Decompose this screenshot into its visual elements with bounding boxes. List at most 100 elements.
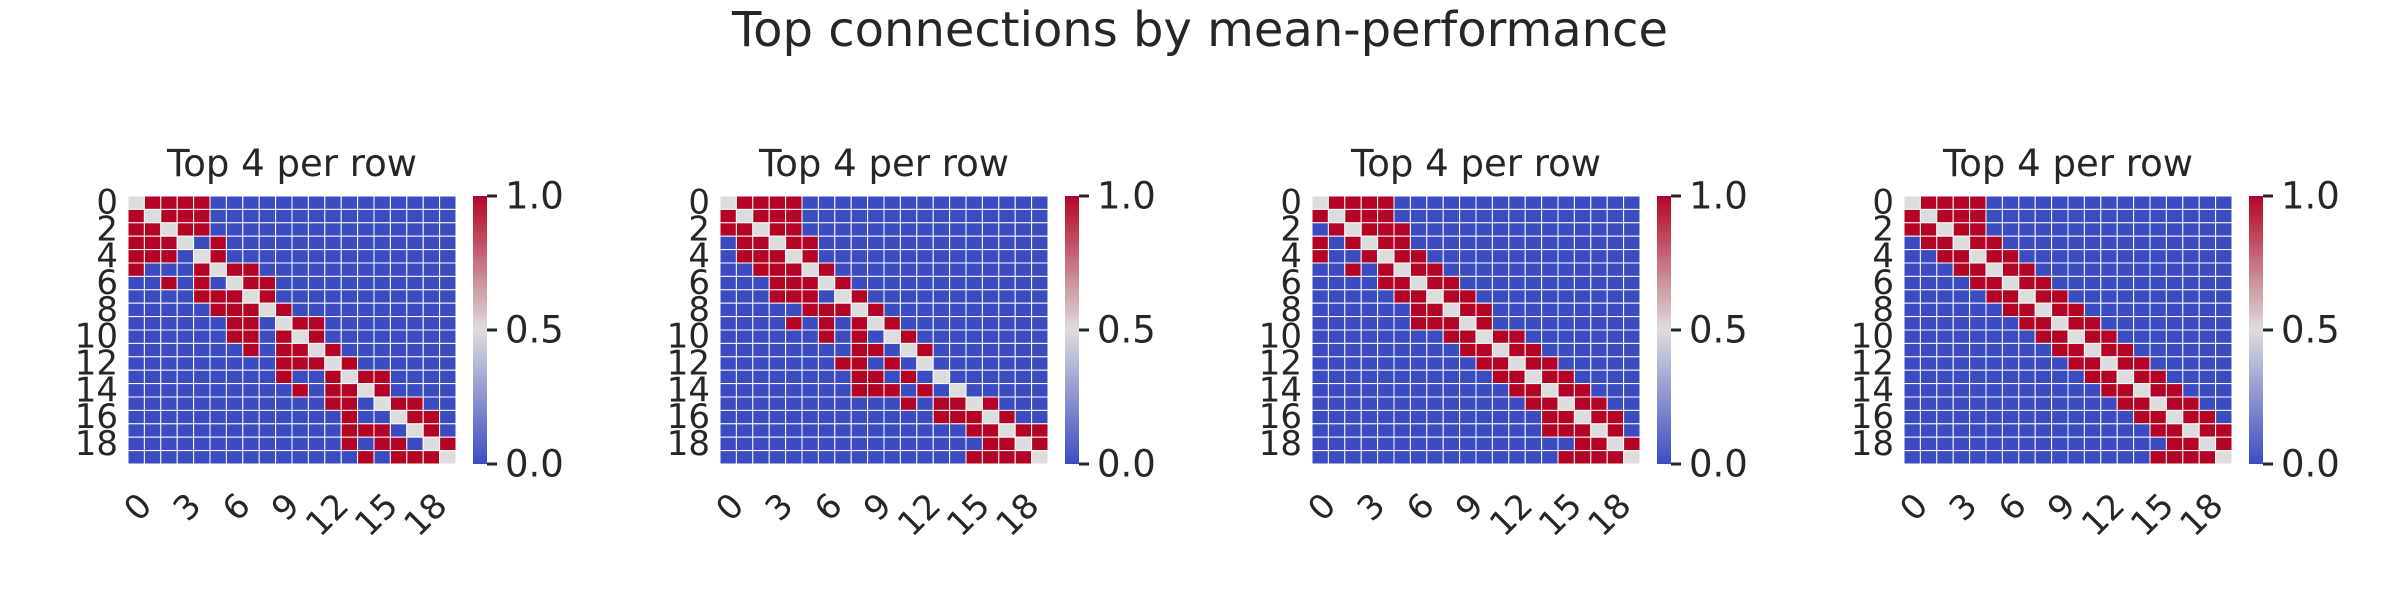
heatmap-cell (1311, 195, 1329, 210)
heatmap-cell (998, 436, 1016, 452)
heatmap-cell (193, 369, 211, 385)
heatmap-cell (2149, 423, 2167, 438)
heatmap-cell (275, 383, 293, 398)
heatmap-cell (160, 329, 178, 344)
heatmap-cells (127, 195, 457, 465)
heatmap-cell (981, 222, 1000, 237)
heatmap-cell (1031, 396, 1049, 411)
heatmap-cell (1919, 262, 1938, 277)
heatmap-cell (916, 222, 934, 237)
heatmap-cell (160, 302, 178, 318)
heatmap-cell (242, 289, 260, 304)
heatmap-cell (176, 450, 195, 465)
heatmap-cell (867, 249, 885, 264)
heatmap-cell (1014, 383, 1033, 398)
x-tick-label: 0 (709, 486, 753, 530)
heatmap-cell (801, 369, 819, 385)
heatmap-cell (258, 195, 277, 210)
heatmap-cell (2018, 436, 2036, 452)
heatmap-cell (340, 275, 359, 291)
heatmap-cell (193, 289, 211, 304)
heatmap-cell (2165, 316, 2184, 331)
y-tick-label: 0 (1280, 183, 1302, 223)
heatmap-cell (1344, 289, 1362, 304)
heatmap-cell (785, 235, 803, 251)
heatmap-cell (1936, 208, 1954, 224)
x-tick-label: 9 (264, 486, 308, 530)
heatmap-cell (1475, 222, 1493, 237)
heatmap-cell (899, 436, 918, 452)
heatmap-cell (2149, 356, 2167, 371)
heatmap-cell (2051, 396, 2069, 411)
heatmap-cell (307, 302, 326, 318)
heatmap-cell (439, 289, 457, 304)
heatmap-cell (834, 423, 852, 438)
heatmap-cell (2116, 423, 2135, 438)
heatmap-cell (768, 302, 787, 318)
heatmap-cell (1541, 222, 1559, 237)
heatmap-cell (2001, 208, 2020, 224)
heatmap-cell (719, 316, 737, 331)
heatmap-cell (867, 450, 885, 465)
heatmap-cell (2100, 316, 2118, 331)
heatmap-cell (2083, 396, 2102, 411)
heatmap-cell (719, 249, 737, 264)
heatmap-cell (817, 262, 836, 277)
heatmap-cell (2165, 329, 2184, 344)
heatmap-cell (2215, 342, 2233, 358)
heatmap-cell (2018, 396, 2036, 411)
heatmap-cell (850, 436, 869, 452)
heatmap-cell (1409, 195, 1428, 210)
heatmap-cell (1919, 423, 1938, 438)
heatmap-cell (1557, 289, 1575, 304)
heatmap-cell (357, 369, 375, 385)
heatmap-cell (1426, 316, 1444, 331)
heatmap-cell (1606, 409, 1625, 425)
heatmap-cell (340, 195, 359, 210)
heatmap-cell (883, 262, 901, 277)
heatmap-cell (1409, 342, 1428, 358)
heatmap-cell (1524, 222, 1543, 237)
heatmap-cell (785, 249, 803, 264)
heatmap-cell (2182, 450, 2200, 465)
heatmap-cell (998, 316, 1016, 331)
heatmap-cell (2067, 302, 2085, 318)
heatmap-cell (258, 289, 277, 304)
heatmap-cell (176, 409, 195, 425)
panel-title: Top 4 per row (166, 142, 417, 185)
heatmap-cell (193, 222, 211, 237)
heatmap-cell (291, 356, 309, 371)
heatmap-cell (1377, 383, 1395, 398)
heatmap-cell (1606, 235, 1625, 251)
heatmap-cell (1936, 356, 1954, 371)
heatmap-cell (1936, 436, 1954, 452)
heatmap-cell (258, 383, 277, 398)
heatmap-cell (160, 262, 178, 277)
heatmap-cell (143, 195, 162, 210)
heatmap-cell (357, 316, 375, 331)
heatmap-cell (176, 342, 195, 358)
heatmap-cell (357, 195, 375, 210)
heatmap-cell (735, 409, 754, 425)
heatmap-cell (2100, 275, 2118, 291)
heatmap-cell (2083, 262, 2102, 277)
heatmap-cell (1557, 262, 1575, 277)
heatmap-cell (2182, 249, 2200, 264)
heatmap-cell (1969, 383, 1987, 398)
heatmap-cell (2001, 369, 2020, 385)
heatmap-cell (1031, 222, 1049, 237)
heatmap-cell (1311, 356, 1329, 371)
heatmap-cell (209, 302, 227, 318)
heatmap-cell (1442, 409, 1461, 425)
heatmap-cell (1573, 396, 1592, 411)
heatmap-cell (340, 436, 359, 452)
heatmap-cell (1377, 450, 1395, 465)
heatmap-cell (389, 369, 408, 385)
heatmap-cell (2001, 262, 2020, 277)
heatmap-cell (1393, 195, 1411, 210)
heatmap-cell (1327, 222, 1346, 237)
heatmap-cell (932, 275, 951, 291)
heatmap-cell (2165, 275, 2184, 291)
heatmap-cell (357, 329, 375, 344)
